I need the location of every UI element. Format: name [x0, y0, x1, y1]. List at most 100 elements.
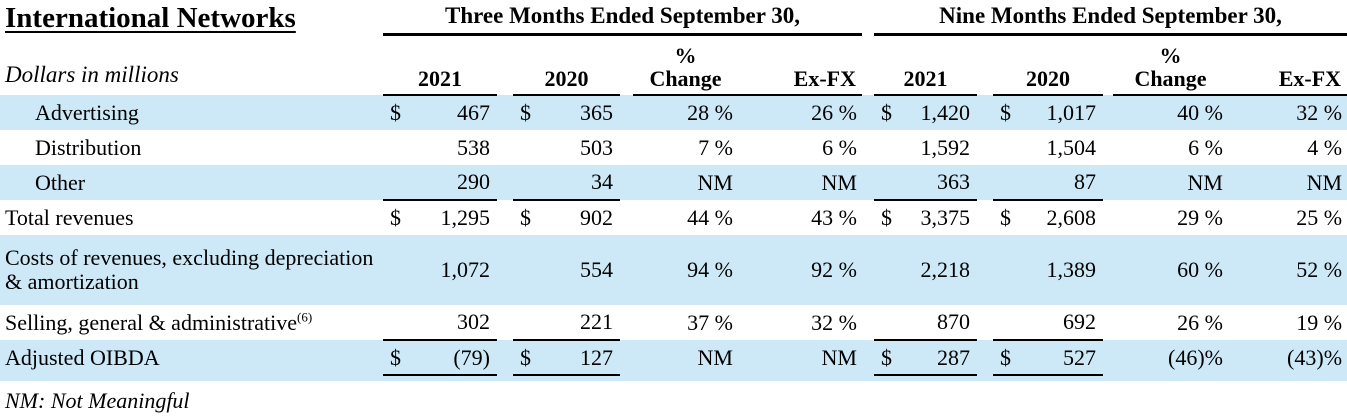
row-label: Adjusted OIBDA — [5, 344, 160, 370]
group-gap — [862, 95, 874, 130]
row-label: Total revenues — [5, 204, 134, 230]
cell-nm-2020: 87 — [993, 165, 1103, 201]
cell-nm-pct-change: 6 % — [1188, 134, 1223, 160]
dollar-sign: $ — [520, 100, 531, 125]
cell-nm-2021: $287 — [874, 340, 977, 376]
column-spacer — [497, 200, 513, 235]
cell-nm-ex-fx: 52 % — [1296, 257, 1343, 282]
value: 1,504 — [1046, 134, 1097, 160]
column-spacer — [620, 235, 633, 305]
cell-tm-2020: $902 — [513, 200, 620, 235]
table-row: Adjusted OIBDA $ (79) $127 NM NM $287 $527 (46)%… — [0, 340, 1347, 376]
column-spacer — [1103, 130, 1113, 165]
column-spacer — [620, 340, 633, 375]
cell-tm-pct-change: 7 % — [698, 134, 733, 160]
cell-nm-2021: 1,592 — [874, 130, 977, 165]
cell-tm-2020: $127 — [513, 340, 620, 376]
cell-nm-2021: 2,218 — [874, 235, 977, 305]
table-row: Distribution 538 503 7 % 6 % 1,592 1,504 6 % 4 % — [0, 130, 1347, 165]
column-spacer — [977, 340, 993, 375]
dollar-sign: $ — [1000, 344, 1011, 370]
cell-tm-ex-fx: 32 % — [811, 309, 857, 335]
cell-tm-ex-fx: 6 % — [822, 134, 857, 160]
cell-tm-2020: 34 — [513, 165, 620, 201]
value: 503 — [580, 134, 613, 160]
value: (79) — [453, 344, 490, 370]
column-spacer — [620, 200, 633, 235]
change-word: Change — [1134, 65, 1207, 91]
column-spacer — [497, 340, 513, 375]
value: 1,072 — [440, 257, 491, 282]
pct-sign: % — [1159, 43, 1182, 69]
cell-nm-pct-change: 26 % — [1177, 309, 1223, 335]
group-gap — [862, 34, 874, 95]
cell-nm-2020: 692 — [993, 305, 1103, 341]
column-spacer — [497, 95, 513, 130]
cell-nm-ex-fx: NM — [1306, 169, 1343, 195]
cell-nm-ex-fx: 4 % — [1307, 134, 1343, 160]
group-gap — [862, 165, 874, 200]
dollar-sign: $ — [520, 205, 531, 230]
value: 87 — [1074, 169, 1096, 194]
column-spacer — [1103, 165, 1113, 200]
pct-sign: % — [674, 43, 697, 69]
dollar-sign: $ — [881, 344, 892, 370]
row-label: Other — [35, 169, 86, 195]
cell-tm-2021: 538 — [383, 130, 497, 165]
value: 1,592 — [920, 134, 971, 160]
column-spacer — [977, 305, 993, 340]
group-gap — [862, 130, 874, 165]
cell-tm-2020: 554 — [513, 235, 620, 305]
cell-tm-pct-change: 37 % — [687, 309, 733, 335]
column-spacer — [977, 95, 993, 130]
table-row: Advertising $467 $365 28 % 26 % $1,420 $1,017 4… — [0, 95, 1347, 130]
column-spacer — [1103, 305, 1113, 340]
cell-tm-ex-fx: 92 % — [811, 257, 857, 282]
row-label: Distribution — [35, 134, 142, 160]
cell-nm-2021: $1,420 — [874, 95, 977, 130]
column-header-row: Dollars in millions 2021 2020 % Change Ex… — [0, 34, 1347, 96]
cell-nm-ex-fx: 25 % — [1296, 204, 1343, 230]
table-row: Costs of revenues, excluding depreciatio… — [0, 235, 1347, 305]
value: 1,420 — [920, 100, 971, 125]
cell-nm-2020: 1,504 — [993, 130, 1103, 165]
col-header-nm-ex-fx: Ex-FX — [1228, 34, 1347, 96]
column-spacer — [1103, 34, 1113, 95]
table-row: Selling, general & administrative(6) 302 2… — [0, 305, 1347, 341]
column-spacer — [497, 235, 513, 305]
cell-tm-ex-fx: NM — [821, 169, 857, 195]
dollar-sign: $ — [390, 205, 401, 230]
cell-tm-ex-fx: 26 % — [811, 100, 857, 125]
cell-nm-2020: $1,017 — [993, 95, 1103, 130]
value: 34 — [591, 169, 613, 194]
cell-nm-ex-fx: 32 % — [1296, 100, 1343, 125]
column-spacer — [977, 200, 993, 235]
dollar-sign: $ — [1000, 205, 1011, 230]
value: 870 — [937, 309, 970, 334]
subtitle-cell: Dollars in millions — [0, 34, 383, 95]
value: 1,389 — [1046, 257, 1097, 282]
cell-nm-2021: 363 — [874, 165, 977, 201]
cell-nm-pct-change: (46)% — [1168, 344, 1223, 370]
value: 2,608 — [1046, 205, 1097, 230]
cell-tm-ex-fx: NM — [821, 344, 857, 370]
col-header-nm-2021: 2021 — [874, 34, 977, 96]
dollar-sign: $ — [520, 344, 531, 370]
column-spacer — [497, 305, 513, 340]
dollar-sign: $ — [1000, 100, 1011, 125]
row-label: Selling, general & administrative(6) — [5, 309, 313, 335]
cell-tm-2021: 302 — [383, 305, 497, 341]
cell-nm-pct-change: 60 % — [1177, 257, 1223, 282]
group-gap — [862, 235, 874, 305]
column-spacer — [1103, 200, 1113, 235]
table-row: Other 290 34 NM NM 363 87 NM NM — [0, 165, 1347, 201]
value: 302 — [457, 309, 490, 334]
column-spacer — [977, 235, 993, 305]
value: 1,017 — [1046, 100, 1097, 125]
group-gap — [862, 340, 874, 375]
col-header-nm-pct-change: % Change — [1113, 34, 1228, 96]
value: 527 — [1063, 344, 1096, 370]
cell-tm-2021: $1,295 — [383, 200, 497, 235]
cell-tm-pct-change: NM — [697, 344, 733, 370]
cell-nm-pct-change: 40 % — [1177, 100, 1223, 125]
